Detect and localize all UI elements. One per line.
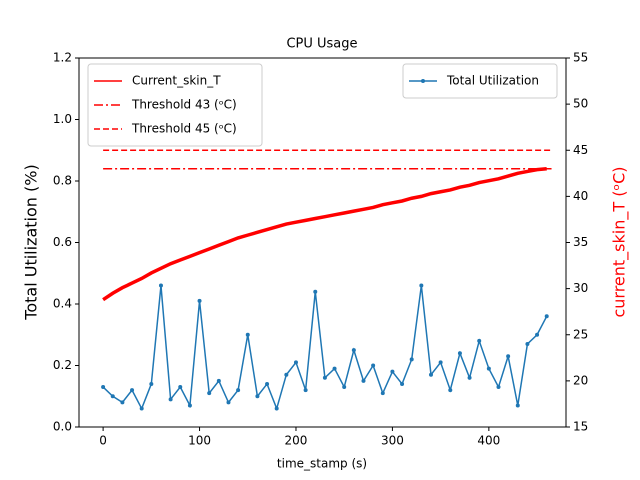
legend-box — [87, 63, 263, 147]
data-point — [467, 375, 472, 380]
data-point — [448, 388, 453, 393]
data-point — [303, 388, 308, 393]
data-point — [419, 283, 424, 288]
data-point — [457, 351, 462, 356]
x-tick-label: 200 — [285, 434, 308, 448]
legend-label: Threshold 43 (ᵒC) — [131, 98, 237, 112]
y-tick-label: 0.0 — [53, 420, 72, 434]
data-point — [351, 348, 356, 353]
data-point — [477, 338, 482, 343]
plot-frame — [78, 57, 567, 428]
data-point — [400, 381, 405, 386]
y-tick-label: 0.4 — [53, 297, 72, 311]
series-line — [102, 285, 548, 411]
legend-label: Current_skin_T — [132, 74, 221, 88]
x-axis-label: time_stamp (s) — [277, 457, 367, 471]
data-point — [515, 403, 520, 408]
data-point — [216, 378, 221, 383]
y2-tick-label: 45 — [573, 143, 588, 157]
data-point — [226, 400, 231, 405]
data-point — [120, 400, 125, 405]
y2-tick-label: 50 — [573, 97, 588, 111]
data-point — [390, 369, 395, 374]
y2-tick-label: 25 — [573, 327, 588, 341]
data-point — [110, 394, 115, 399]
data-point — [535, 332, 540, 337]
legend-label: Total Utilization — [446, 74, 539, 88]
y2-tick-label: 30 — [573, 281, 588, 295]
data-point — [274, 406, 279, 411]
data-point — [342, 385, 347, 390]
legend-box — [402, 63, 558, 99]
data-point — [371, 363, 376, 368]
data-point — [332, 366, 337, 371]
y2-tick-label: 15 — [573, 420, 588, 434]
y2-tick-label: 55 — [573, 51, 588, 65]
legend-label: Threshold 45 (ᵒC) — [131, 122, 237, 136]
data-point — [322, 375, 327, 380]
data-point — [207, 391, 212, 396]
data-point — [178, 385, 183, 390]
y2-tick-label: 40 — [573, 189, 588, 203]
data-point — [438, 360, 443, 365]
data-point — [187, 403, 192, 408]
data-point — [139, 406, 144, 411]
data-point — [525, 341, 530, 346]
data-point — [149, 381, 154, 386]
data-point — [428, 372, 433, 377]
y-tick-label: 0.8 — [53, 174, 72, 188]
data-point — [313, 289, 318, 294]
y-tick-label: 0.2 — [53, 358, 72, 372]
data-point — [293, 360, 298, 365]
chart-title: CPU Usage — [286, 37, 357, 52]
data-point — [265, 381, 270, 386]
y-axis-label: Total Utilization (%) — [22, 164, 41, 320]
x-tick-label: 300 — [381, 434, 404, 448]
data-point — [236, 388, 241, 393]
data-point — [130, 388, 135, 393]
data-point — [158, 283, 163, 288]
x-tick-label: 0 — [99, 434, 107, 448]
y2-axis-label: current_skin_T (ᵒC) — [610, 166, 630, 317]
x-tick-label: 100 — [188, 434, 211, 448]
data-point — [409, 357, 414, 362]
x-tick-label: 400 — [477, 434, 500, 448]
data-point — [544, 314, 549, 319]
y2-tick-label: 20 — [573, 373, 588, 387]
data-point — [361, 378, 366, 383]
y2-tick-label: 35 — [573, 235, 588, 249]
y-tick-label: 1.2 — [53, 51, 72, 65]
data-point — [255, 394, 260, 399]
legend-marker — [421, 79, 425, 83]
data-point — [496, 385, 501, 390]
data-point — [380, 391, 385, 396]
y-tick-label: 0.6 — [53, 235, 72, 249]
data-point — [245, 332, 250, 337]
data-point — [168, 397, 173, 402]
data-point — [486, 366, 491, 371]
data-point — [506, 354, 511, 359]
data-point — [197, 298, 202, 303]
series-line — [102, 166, 547, 302]
y-tick-label: 1.0 — [53, 112, 72, 126]
data-point — [284, 372, 289, 377]
data-point — [101, 385, 106, 390]
